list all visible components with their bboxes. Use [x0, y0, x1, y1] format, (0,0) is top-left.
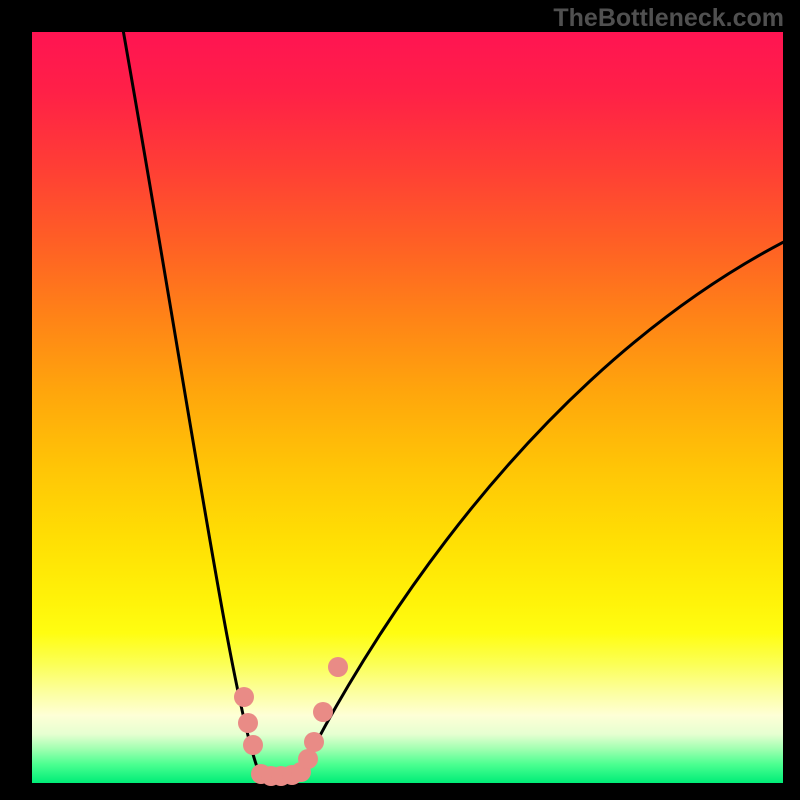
data-marker: [313, 702, 333, 722]
data-marker: [298, 749, 318, 769]
plot-area: [32, 32, 783, 783]
data-marker: [243, 735, 263, 755]
data-marker: [304, 732, 324, 752]
curve-path: [122, 32, 783, 777]
data-marker: [234, 687, 254, 707]
bottleneck-curve: [32, 32, 783, 783]
watermark-text: TheBottleneck.com: [553, 4, 784, 33]
stage: TheBottleneck.com: [0, 0, 800, 800]
data-marker: [328, 657, 348, 677]
data-marker: [238, 713, 258, 733]
